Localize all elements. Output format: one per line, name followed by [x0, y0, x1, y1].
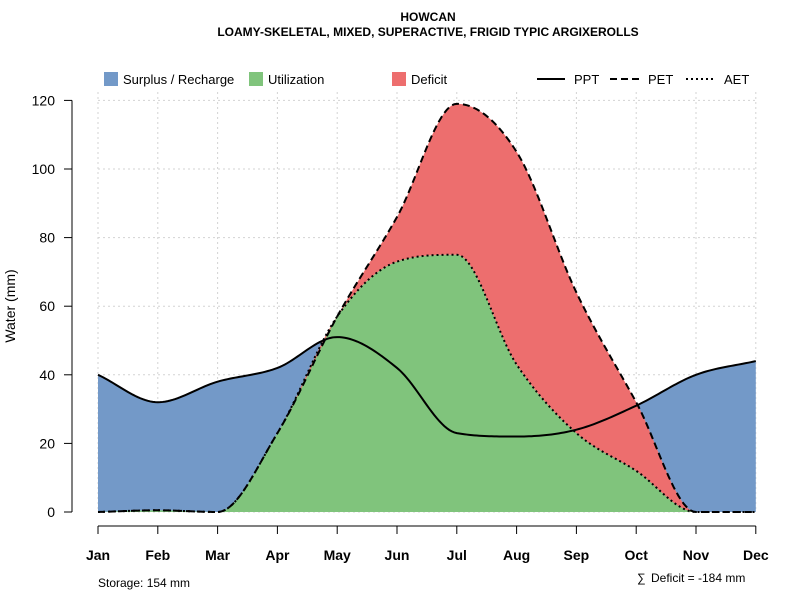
y-tick-label-2: 40 — [39, 367, 55, 383]
x-tick-label-may: May — [324, 547, 351, 563]
area-deficit — [98, 103, 756, 512]
legend-label-ppt: PPT — [574, 72, 599, 87]
area-fills — [98, 103, 756, 512]
legend-label-deficit: Deficit — [411, 72, 448, 87]
legend-label-pet: PET — [648, 72, 673, 87]
storage-note: Storage: 154 mm — [98, 576, 190, 590]
x-tick-label-jun: Jun — [385, 547, 410, 563]
series-line-aet — [97, 253, 756, 514]
x-tick-label-feb: Feb — [145, 547, 170, 563]
y-tick-label-0: 0 — [47, 504, 55, 520]
series-line-pet — [97, 102, 756, 514]
y-tick-label-5: 100 — [32, 161, 56, 177]
x-tick-label-mar: Mar — [205, 547, 230, 563]
legend-swatch-utilization — [249, 72, 263, 86]
x-tick-label-dec: Dec — [743, 547, 769, 563]
series-lines — [97, 102, 757, 514]
y-tick-label-4: 80 — [39, 230, 55, 246]
legend: Surplus / Recharge Utilization Deficit P… — [104, 72, 749, 87]
legend-label-aet: AET — [724, 72, 749, 87]
chart-subtitle: LOAMY-SKELETAL, MIXED, SUPERACTIVE, FRIG… — [217, 25, 638, 39]
y-tick-label-3: 60 — [39, 298, 55, 314]
y-tick-label-1: 20 — [39, 435, 55, 451]
deficit-note: Deficit = -184 mm — [651, 571, 745, 585]
x-tick-label-jul: Jul — [447, 547, 467, 563]
deficit-sum-icon: ∑ — [637, 571, 646, 585]
y-tick-label-6: 120 — [32, 92, 56, 108]
x-tick-label-jan: Jan — [86, 547, 110, 563]
axes: 0 20 40 60 80 100 120 Jan Feb Mar Apr May Jun Jul Aug S… — [32, 92, 769, 563]
legend-label-surplus: Surplus / Recharge — [123, 72, 234, 87]
legend-swatch-deficit — [392, 72, 406, 86]
y-axis-title: Water (mm) — [2, 269, 18, 342]
x-tick-label-apr: Apr — [265, 547, 290, 563]
legend-label-utilization: Utilization — [268, 72, 324, 87]
series-line-ppt — [97, 336, 757, 438]
x-tick-label-sep: Sep — [564, 547, 590, 563]
x-tick-label-oct: Oct — [625, 547, 649, 563]
legend-swatch-surplus — [104, 72, 118, 86]
x-tick-label-aug: Aug — [503, 547, 530, 563]
x-tick-label-nov: Nov — [683, 547, 710, 563]
area-utilization — [98, 254, 756, 512]
chart-title: HOWCAN — [400, 10, 455, 24]
